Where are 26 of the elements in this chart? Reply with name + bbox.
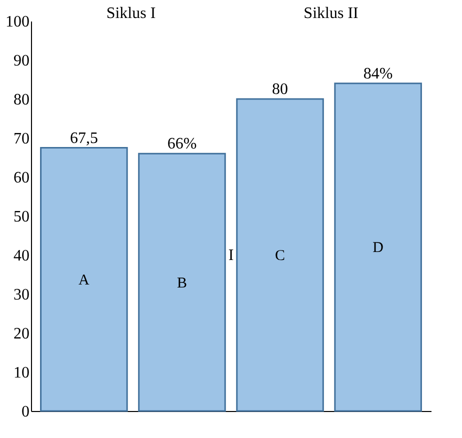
bar xyxy=(40,147,128,412)
bar xyxy=(334,82,422,412)
y-tick-label: 50 xyxy=(14,208,30,226)
bar xyxy=(236,98,324,412)
data-label: 84% xyxy=(363,65,393,82)
data-label: 80 xyxy=(272,81,288,98)
x-tick-label: C xyxy=(275,248,286,264)
y-tick-label: 10 xyxy=(14,364,30,382)
y-tick-label: 40 xyxy=(14,248,30,264)
annotation: Siklus I xyxy=(106,5,156,22)
y-tick-label: 90 xyxy=(14,52,30,70)
data-label: 67,5 xyxy=(70,130,98,147)
x-tick-label: B xyxy=(176,275,187,292)
y-tick-label: 60 xyxy=(14,170,30,186)
y-tick-label: 70 xyxy=(14,130,30,148)
data-label: 66% xyxy=(167,136,197,153)
annotation: Siklus II xyxy=(304,5,358,22)
y-tick-label: 30 xyxy=(14,286,30,304)
x-tick-label: D xyxy=(372,240,384,256)
bar xyxy=(138,152,226,412)
y-tick-label: 100 xyxy=(6,14,30,30)
annotation: I xyxy=(228,247,234,264)
y-tick-label: 0 xyxy=(22,404,30,420)
y-tick-label: 20 xyxy=(14,326,30,342)
x-tick-label: A xyxy=(78,272,90,288)
y-tick-label: 80 xyxy=(14,92,30,108)
